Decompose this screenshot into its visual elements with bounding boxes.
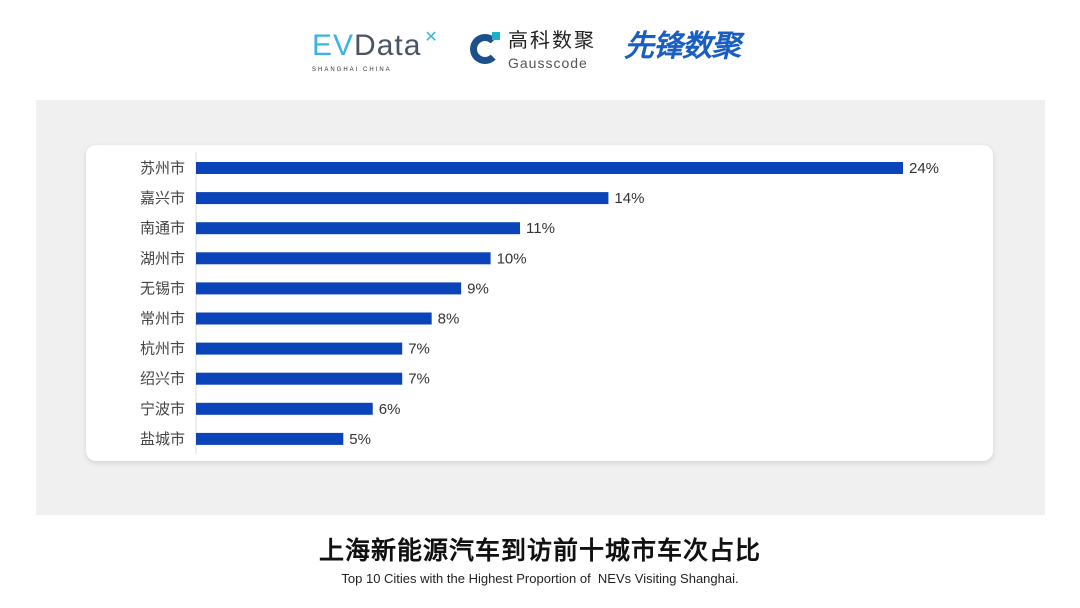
bar	[196, 402, 373, 415]
gausscode-logo-cn: 高科数聚	[508, 30, 596, 52]
category-label: 宁波市	[140, 400, 185, 418]
category-label: 嘉兴市	[140, 189, 185, 207]
data-label: 24%	[909, 160, 939, 177]
evdata-logo-sub: SHANGHAI CHINA	[312, 67, 392, 73]
category-label: 绍兴市	[140, 370, 185, 388]
xianfeng-logo: 先锋数聚	[624, 30, 741, 63]
bar	[196, 432, 344, 445]
bar	[196, 252, 491, 265]
bar	[196, 222, 521, 235]
category-label: 湖州市	[140, 249, 185, 267]
gausscode-mark-icon	[470, 34, 500, 64]
evdata-logo: EVData ✕ SHANGHAI CHINA	[312, 30, 439, 74]
chart-title: 上海新能源汽车到访前十城市车次占比	[318, 537, 761, 565]
category-label: 杭州市	[140, 340, 185, 358]
category-label: 盐城市	[140, 430, 185, 448]
bar	[196, 162, 903, 174]
logo-bar: EVData ✕ SHANGHAI CHINA 高科数聚 Gausscode 先锋…	[0, 26, 1080, 76]
bar	[196, 372, 403, 385]
data-label: 7%	[408, 371, 430, 388]
category-label: 苏州市	[140, 159, 185, 177]
evdata-logo-data: Data	[354, 29, 422, 62]
bar	[196, 192, 609, 205]
bar	[196, 342, 403, 355]
evdata-logo-ev: EV	[312, 29, 355, 62]
chart-subtitle: Top 10 Cities with the Highest Proportio…	[341, 571, 739, 586]
data-label: 11%	[526, 220, 555, 237]
data-label: 14%	[614, 190, 644, 207]
category-label: 无锡市	[140, 279, 185, 297]
data-label: 7%	[408, 341, 430, 358]
gausscode-logo-en: Gausscode	[508, 55, 588, 71]
gausscode-square-icon	[492, 32, 500, 40]
bar	[196, 312, 432, 325]
evdata-x-icon: ✕	[424, 29, 439, 46]
data-label: 6%	[379, 401, 401, 418]
evdata-logo-wordmark: EVData ✕	[312, 30, 439, 62]
data-label: 10%	[497, 250, 527, 267]
bar	[196, 282, 462, 295]
category-label: 常州市	[140, 310, 185, 328]
data-label: 8%	[438, 311, 460, 328]
category-label: 南通市	[140, 219, 185, 237]
data-label: 9%	[467, 280, 489, 297]
data-label: 5%	[349, 431, 371, 448]
